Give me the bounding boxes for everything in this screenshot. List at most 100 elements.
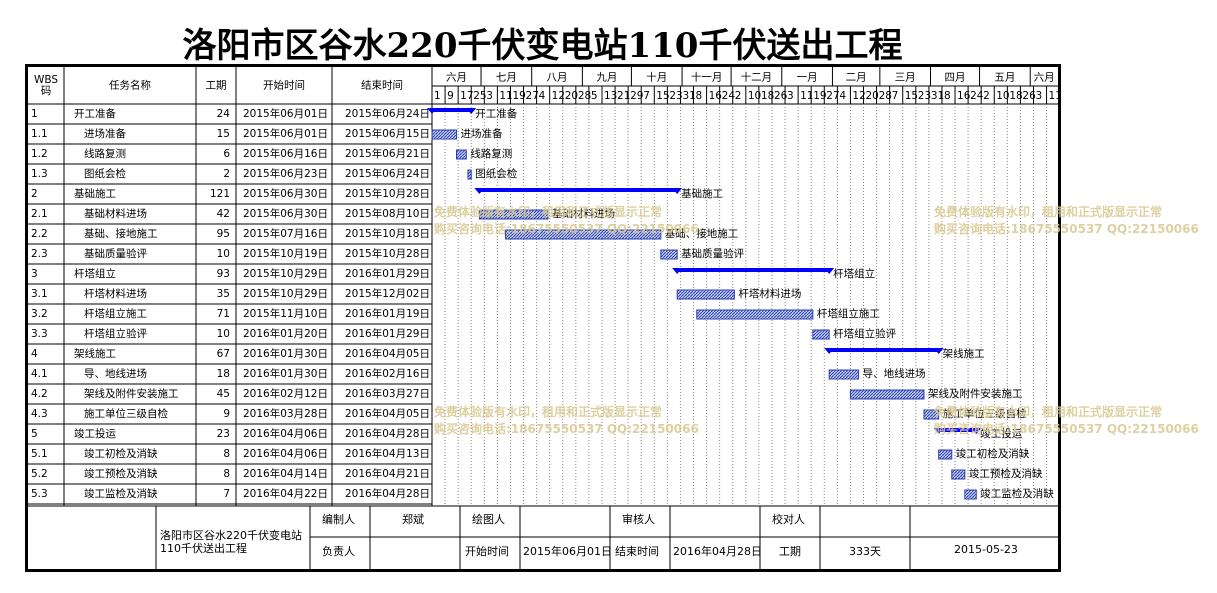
task-name: 杆塔材料进场 [84,287,147,300]
day-tick-label: 18 [761,90,774,102]
task-end: 2015年06月24日 [345,167,430,180]
task-wbs: 5.3 [31,488,48,500]
bar-label: 架线施工 [943,347,985,360]
task-wbs: 3 [31,268,38,280]
task-name: 杆塔组立验评 [84,327,147,340]
task-end: 2016年01月29日 [345,327,430,340]
day-tick-label: 16 [957,90,971,102]
task-end: 2015年06月24日 [345,107,430,120]
day-tick-label: 23 [669,90,682,102]
day-tick-label: 19 [512,90,525,102]
task-name: 竣工预检及消缺 [84,467,158,480]
task-end: 2016年04月28日 [345,427,430,440]
month-label: 六月 [1034,72,1055,84]
task-wbs: 1.2 [31,148,48,160]
task-start: 2015年10月19日 [243,247,328,260]
task-duration: 121 [210,188,230,200]
task-bar [938,449,953,460]
task-start: 2015年10月29日 [243,287,328,300]
task-end: 2015年06月21日 [345,147,430,160]
task-name: 基础、接地施工 [84,227,158,240]
summary-bar [938,428,977,432]
col-header-name: 任务名称 [109,79,151,92]
task-start: 2016年03月28日 [243,407,328,420]
task-duration: 15 [217,128,230,140]
task-end: 2015年06月15日 [345,127,430,140]
summary-bar [677,268,830,272]
task-duration: 95 [217,228,230,240]
task-duration: 18 [217,368,230,380]
day-tick-label: 7 [643,90,650,102]
task-end: 2015年10月28日 [345,247,430,260]
task-duration: 7 [223,488,230,500]
bar-label: 竣工预检及消缺 [969,467,1043,480]
task-name: 导、地线进场 [84,367,147,380]
summary-bar [479,188,678,192]
task-bar [431,129,458,140]
day-tick-label: 8 [696,90,703,102]
day-tick-label: 24 [722,90,736,102]
task-bar [478,209,549,220]
day-tick-label: 4 [539,90,546,102]
day-tick-label: 1 [434,90,441,102]
task-bar [828,369,860,380]
task-name: 线路复测 [84,147,126,160]
day-tick-label: 4 [839,90,846,102]
day-tick-label: 26 [774,90,788,102]
task-start: 2015年06月16日 [243,147,328,160]
task-start: 2015年06月01日 [243,107,328,120]
task-bar [849,389,925,400]
task-duration: 93 [217,268,230,280]
task-end: 2016年04月05日 [345,347,430,360]
bar-label: 进场准备 [461,127,503,140]
day-tick-label: 16 [709,90,723,102]
task-bar [505,229,662,240]
footer-duration: 333天 [849,545,881,558]
month-label: 九月 [596,72,617,84]
summary-bar-start-cap [474,188,485,194]
day-tick-label: 12 [552,90,565,102]
summary-bar-start-cap [933,428,944,434]
day-tick-label: 13 [604,90,617,102]
day-tick-label: 2 [735,90,742,102]
day-tick-label: 29 [630,90,643,102]
day-tick-label: 23 [918,90,931,102]
task-end: 2015年12月02日 [345,287,430,300]
bar-label: 施工单位三级自检 [943,407,1027,420]
footer-drafter-label: 绘图人 [472,513,505,526]
bar-label: 杆塔组立施工 [817,307,880,320]
day-tick-label: 20 [565,90,578,102]
task-start: 2015年10月29日 [243,267,328,280]
bar-label: 基础、接地施工 [665,227,739,240]
task-duration: 35 [217,288,230,300]
day-tick-label: 9 [447,90,454,102]
day-tick-label: 19 [813,90,826,102]
bar-label: 杆塔组立 [833,267,875,280]
day-tick-label: 3 [787,90,794,102]
day-tick-label: 31 [931,90,944,102]
day-tick-label: 11 [1049,90,1062,102]
footer-end-label: 结束时间 [615,545,659,558]
task-name: 图纸会检 [84,167,126,180]
task-bar [467,169,472,180]
day-tick-label: 28 [578,90,591,102]
task-wbs: 2 [31,188,38,200]
summary-bar-start-cap [672,268,683,274]
footer-project-name: 洛阳市区谷水220千伏变电站110千伏送出工程 [160,529,302,555]
task-name: 基础施工 [74,187,116,200]
task-wbs: 1 [31,108,38,120]
task-name: 竣工初检及消缺 [84,447,158,460]
col-header-wbs: 码 [41,85,52,97]
day-tick-label: 12 [852,90,865,102]
task-name: 架线施工 [74,347,116,360]
task-name: 基础质量验评 [84,247,147,260]
task-wbs: 1.1 [31,128,48,140]
task-end: 2016年03月27日 [345,387,430,400]
day-tick-label: 11 [800,90,813,102]
bar-label: 基础质量验评 [681,247,744,260]
task-end: 2016年02月16日 [345,367,430,380]
task-wbs: 2.2 [31,228,48,240]
footer-editor-label: 编制人 [322,513,355,526]
day-tick-label: 5 [591,90,598,102]
bar-label: 架线及附件安装施工 [928,387,1023,400]
